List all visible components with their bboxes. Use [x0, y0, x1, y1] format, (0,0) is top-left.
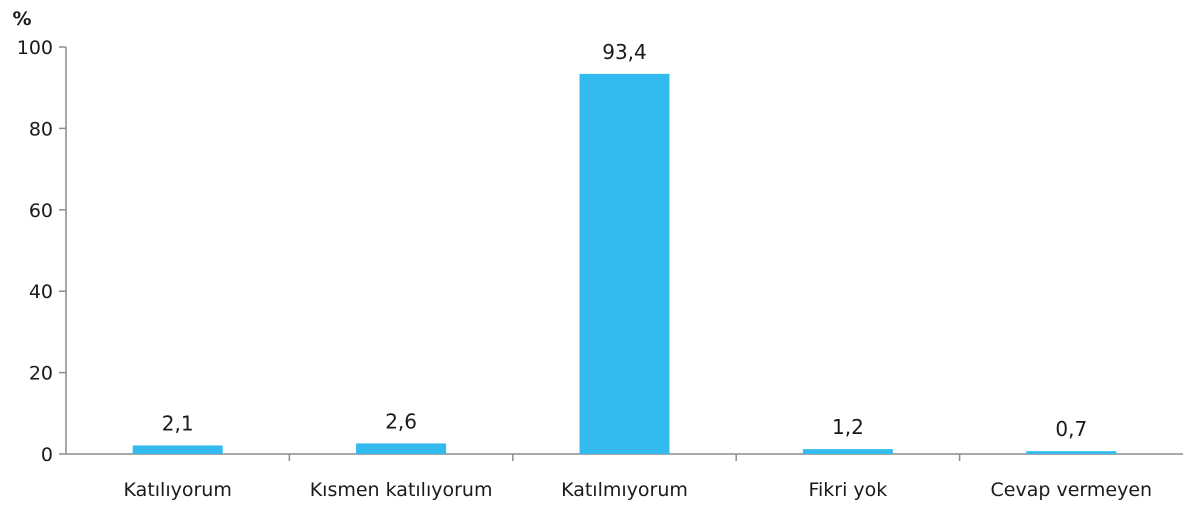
y-axis-unit-label: %	[12, 8, 31, 30]
category-label: Fikri yok	[808, 479, 887, 501]
y-tick-label: 0	[41, 444, 53, 466]
category-label: Katılmıyorum	[561, 479, 688, 501]
y-tick-label: 80	[29, 118, 53, 140]
category-label: Cevap vermeyen	[991, 479, 1153, 501]
bar	[132, 445, 223, 454]
category-label: Kısmen katılıyorum	[310, 479, 493, 501]
data-label: 2,6	[385, 409, 417, 433]
category-labels: Katılıyorum Kısmen katılıyorum Katılmıyoru…	[124, 479, 1153, 501]
bar	[802, 449, 893, 454]
y-tick-label: 20	[29, 363, 53, 385]
data-label: 2,1	[162, 411, 194, 435]
y-tick-label: 40	[29, 281, 53, 303]
data-label: 0,7	[1055, 417, 1087, 441]
x-axis	[66, 453, 1183, 461]
bar	[1026, 451, 1117, 454]
y-tick-label: 60	[29, 200, 53, 222]
data-label: 93,4	[602, 40, 647, 64]
data-labels: 2,1 2,6 93,4 1,2 0,7	[162, 40, 1087, 441]
y-axis: 0 20 40 60 80 100	[17, 37, 67, 466]
bar	[579, 73, 670, 454]
category-label: Katılıyorum	[124, 479, 232, 501]
y-tick-label: 100	[17, 37, 53, 59]
bars	[132, 73, 1117, 454]
data-label: 1,2	[832, 415, 864, 439]
bar	[356, 443, 447, 454]
